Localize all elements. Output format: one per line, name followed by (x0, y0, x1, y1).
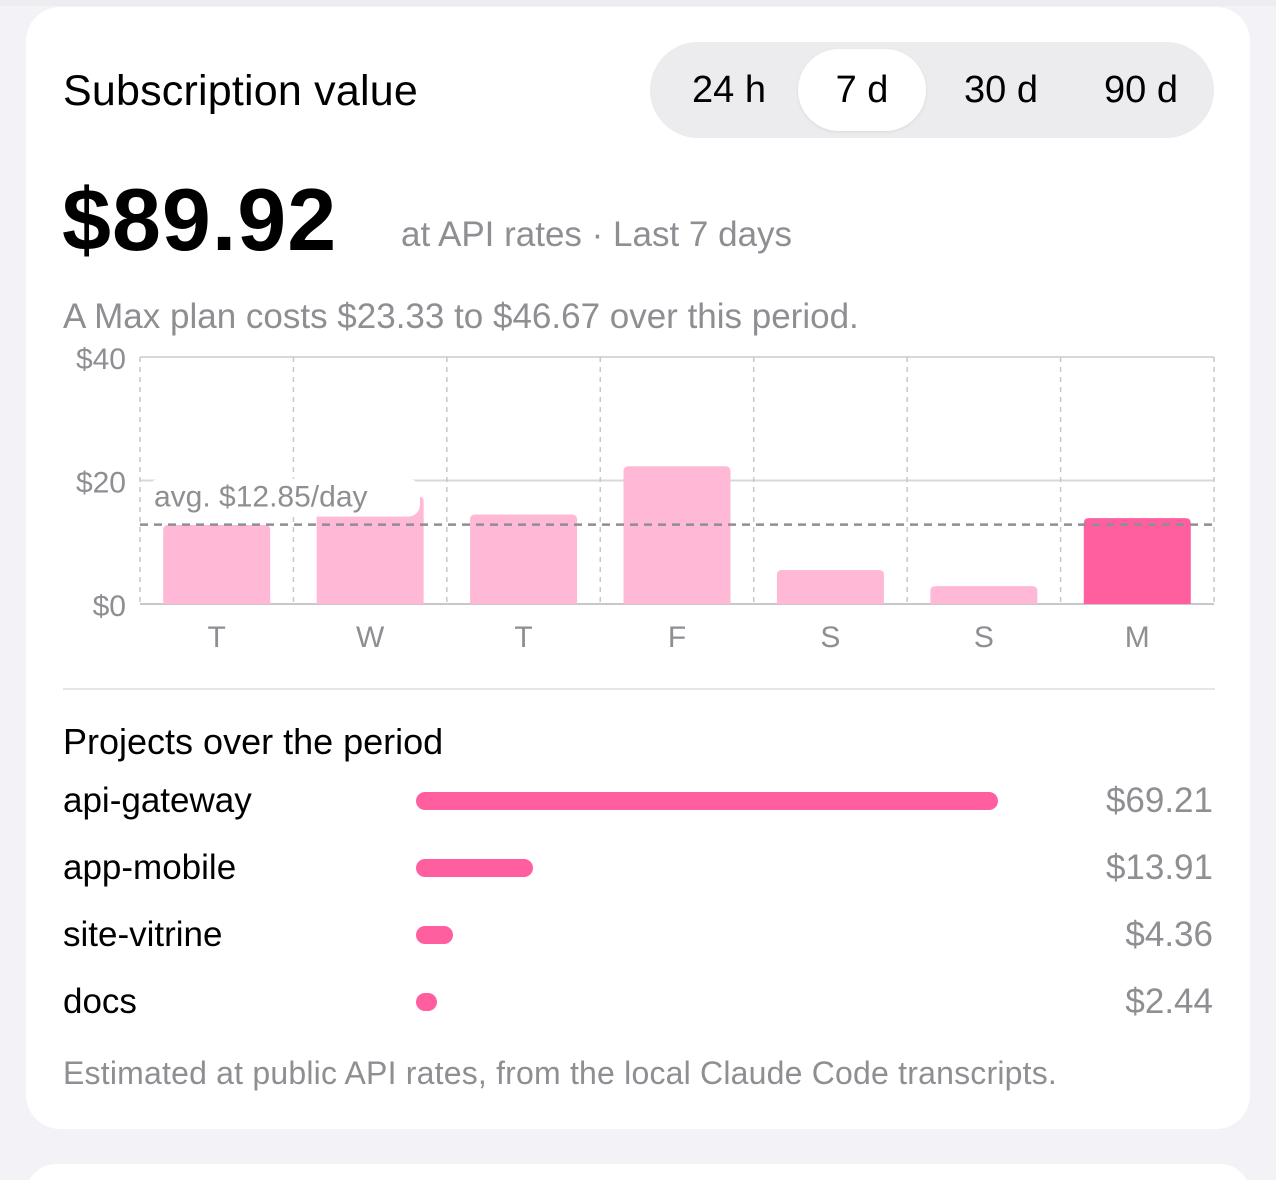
projects-title: Projects over the period (63, 721, 444, 762)
total-subtitle: at API rates · Last 7 days (401, 215, 793, 254)
card-title: Subscription value (63, 67, 418, 115)
x-tick-label: S (820, 621, 840, 654)
period-7d-button[interactable]: 7 d (798, 49, 926, 131)
total-value: $89.92 (62, 170, 338, 269)
project-bar (416, 792, 998, 810)
plan-cost-note: A Max plan costs $23.33 to $46.67 over t… (63, 297, 859, 336)
bar-6 (1083, 518, 1191, 604)
project-row: app-mobile $13.91 (63, 843, 1213, 893)
project-bar (416, 993, 437, 1011)
average-label-bg (148, 478, 420, 517)
project-value: $4.36 (1125, 915, 1213, 954)
y-tick-label: $0 (93, 590, 126, 623)
next-card (26, 1164, 1250, 1180)
project-name: app-mobile (63, 848, 237, 887)
y-tick-label: $20 (76, 467, 126, 500)
top-edge (0, 0, 1276, 6)
project-row: api-gateway $69.21 (63, 776, 1213, 826)
project-name: api-gateway (63, 781, 252, 820)
period-90d-button[interactable]: 90 d (1104, 69, 1178, 111)
bar-0 (163, 524, 271, 604)
x-tick-label: T (208, 621, 226, 654)
project-row: docs $2.44 (63, 977, 1213, 1027)
x-tick-label: T (514, 621, 532, 654)
project-row: site-vitrine $4.36 (63, 910, 1213, 960)
x-tick-label: F (668, 621, 686, 654)
footer-note: Estimated at public API rates, from the … (63, 1055, 1058, 1091)
subscription-value-card: Subscription value 24 h 7 d 30 d 90 d $8… (26, 7, 1250, 1129)
x-tick-label: M (1125, 621, 1150, 654)
period-30d-button[interactable]: 30 d (964, 69, 1038, 111)
project-bar (416, 859, 533, 877)
y-tick-label: $40 (76, 343, 126, 376)
project-value: $13.91 (1105, 848, 1213, 887)
bar-3 (623, 466, 731, 604)
bar-5 (930, 586, 1038, 604)
period-selector: 24 h 7 d 30 d 90 d (650, 42, 1214, 138)
project-value: $2.44 (1125, 982, 1213, 1021)
bar-4 (776, 570, 884, 604)
project-bar (416, 926, 453, 944)
average-label: avg. $12.85/day (154, 481, 368, 514)
period-24h-button[interactable]: 24 h (692, 69, 766, 111)
x-tick-label: W (356, 621, 385, 654)
x-tick-label: S (974, 621, 994, 654)
divider (63, 688, 1215, 690)
project-name: site-vitrine (63, 915, 223, 954)
project-value: $69.21 (1105, 781, 1213, 820)
bar-2 (470, 514, 578, 604)
project-name: docs (63, 982, 137, 1021)
